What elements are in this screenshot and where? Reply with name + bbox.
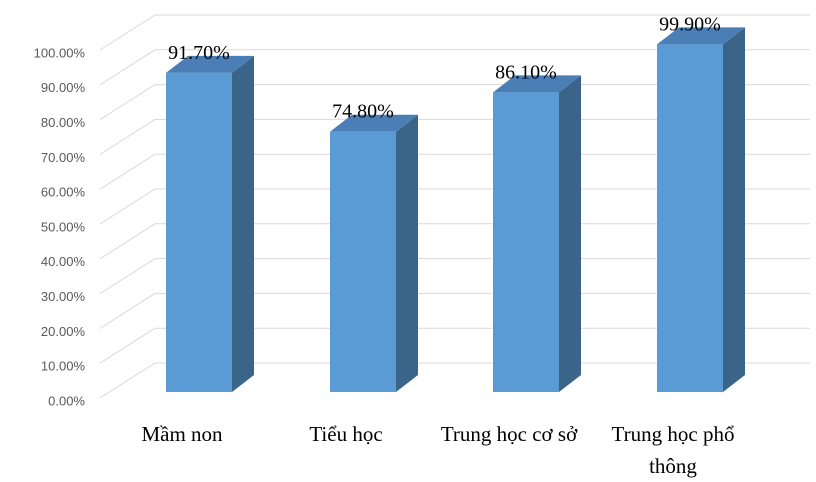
grid-line [99,84,810,121]
data-label: 91.70% [168,42,230,64]
bar [330,131,396,393]
grid-line [99,49,810,86]
grid-line [99,258,810,295]
bar-side [396,114,418,393]
y-tick-label: 100.00% [34,45,86,60]
grid-line [99,153,810,190]
data-label: 99.90% [659,13,721,35]
x-tick-label: Tiểu học [309,422,383,446]
grid-line [99,223,810,260]
y-tick-label: 60.00% [41,185,86,200]
grid-line [99,118,810,155]
bar-top [166,55,254,73]
y-tick-label: 40.00% [41,254,86,269]
bar [657,44,723,393]
grid-line [99,188,810,225]
y-tick-label: 70.00% [41,150,86,165]
bar-side [559,75,581,392]
grid-line [99,292,810,329]
y-tick-label: 30.00% [41,289,86,304]
x-tick-label: Trung học cơ sở [440,422,578,446]
y-tick-label: 80.00% [41,115,86,130]
y-tick-label: 0.00% [48,393,85,408]
bar-top [330,114,418,132]
x-tick-label: Trung học phổ thông [611,422,735,478]
y-tick-label: 50.00% [41,219,86,234]
bar [493,92,559,392]
bar [166,72,232,392]
y-tick-label: 20.00% [41,324,86,339]
data-label: 74.80% [332,101,394,123]
grid-line [99,14,810,51]
y-tick-label: 90.00% [41,80,86,95]
data-label: 86.10% [495,61,557,83]
x-tick-label: Mầm non [141,422,223,446]
bar-top [657,27,745,45]
bar-side [232,55,254,392]
bar-side [723,27,745,393]
grid-line [99,327,810,364]
y-tick-label: 10.00% [41,359,86,374]
grid-line [99,362,810,399]
bar-top [493,75,581,93]
